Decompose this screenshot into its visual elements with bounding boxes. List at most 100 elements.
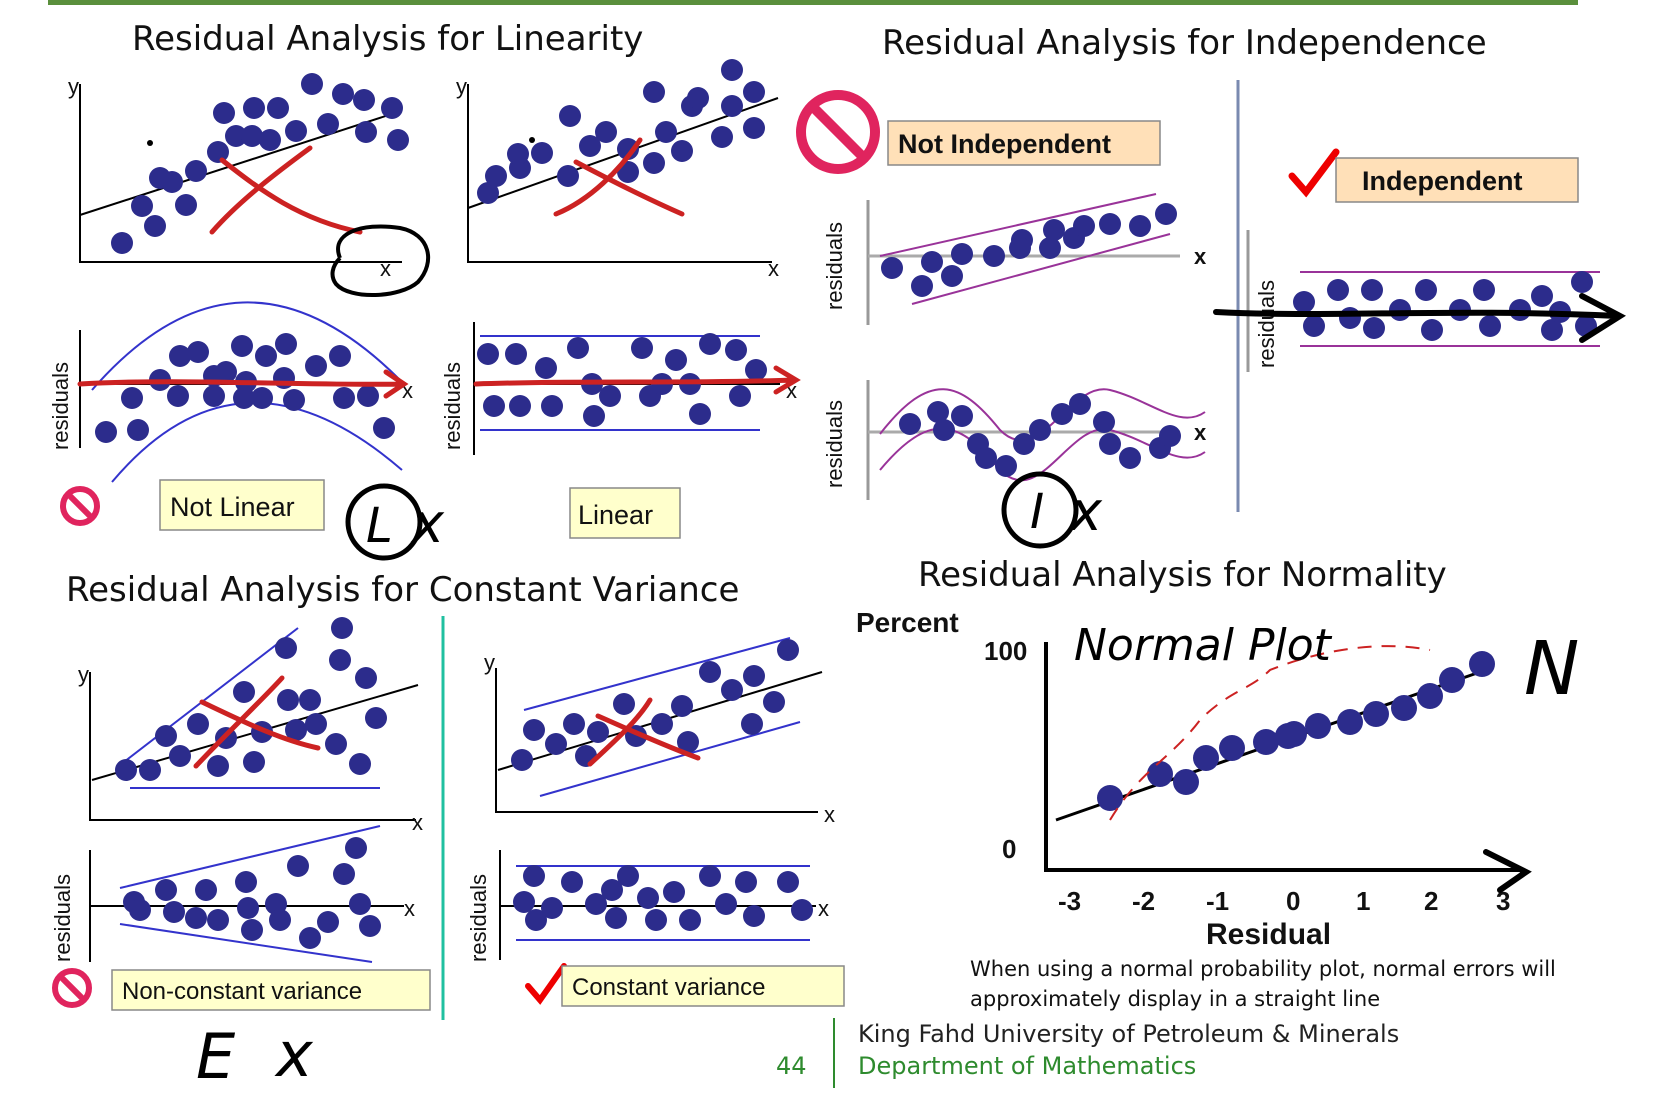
variance-residuals-band: residuals x [466,850,829,962]
data-dot [1531,285,1553,307]
data-dot [663,881,685,903]
data-dot [921,251,943,273]
data-dot [927,401,949,423]
data-dot [185,907,207,929]
data-dot [349,753,371,775]
data-dot [523,865,545,887]
no-sign-icon [52,968,92,1008]
data-dot [1099,213,1121,235]
data-dot [243,751,265,773]
data-dot [601,879,623,901]
data-dot [275,637,297,659]
data-dot [563,713,585,735]
data-dot [185,160,207,182]
constant-variance-panel: y x y x residuals x residual [50,616,845,1020]
data-dot [645,909,667,931]
data-dot [333,387,355,409]
handwritten-x: x [274,1018,314,1091]
no-sign-icon [60,486,100,526]
independence-panel: Not Independent residuals x residuals x [796,80,1600,512]
data-dot [144,215,166,237]
data-dot [1219,735,1245,761]
data-dot [1415,279,1437,301]
normality-ylabel: Percent [856,607,959,638]
data-dot [355,121,377,143]
data-dot [1119,447,1141,469]
data-dot [791,899,813,921]
data-dot [155,879,177,901]
red-arrow [473,365,801,395]
data-dot [899,413,921,435]
data-dot [169,745,191,767]
axis-x-label: x [412,810,423,835]
data-dot [531,142,553,164]
data-dot [507,143,529,165]
data-dot [1097,785,1123,811]
normality-axes [1044,642,1520,872]
data-dot [975,447,997,469]
data-dot [643,81,665,103]
data-dot [951,405,973,427]
data-dot [251,387,273,409]
red-x-mark [587,697,701,767]
xtick-label: -3 [1058,886,1081,916]
data-dot [1253,729,1279,755]
data-dot [287,855,309,877]
data-dot [1469,651,1495,677]
normality-ytick-100: 100 [984,636,1027,666]
data-dot [613,693,635,715]
data-dot [483,395,505,417]
data-dot [941,265,963,287]
data-dot [1073,215,1095,237]
data-dot [1339,307,1361,329]
data-dot [1275,723,1301,749]
data-dot [329,649,351,671]
axis-x-label: x [402,378,413,403]
variance-residuals-fan: residuals x [50,825,415,963]
red-x-mark [553,137,685,217]
data-dot [169,345,191,367]
xtick-label: -1 [1206,886,1229,916]
data-dot [995,455,1017,477]
data-dot [1439,667,1465,693]
data-dot [345,837,367,859]
data-dot [671,695,693,717]
independence-residuals-cyclic: residuals x [822,380,1207,500]
data-dot [235,871,257,893]
data-dot [513,891,535,913]
residuals-axis-label: residuals [1254,280,1279,368]
data-dot [583,405,605,427]
data-dot [139,759,161,781]
axis-x-label: x [824,802,835,827]
axis-x-label: x [380,256,391,281]
axis-x-label: x [818,896,829,921]
data-dot [567,337,589,359]
linearity-residuals-linear: residuals x [440,322,797,455]
data-dot [651,713,673,735]
data-dot [617,865,639,887]
data-dot [1389,299,1411,321]
data-dot [269,909,291,931]
data-dot [329,345,351,367]
data-dot [631,337,653,359]
handwritten-N: N [1524,626,1579,712]
data-dot [203,385,225,407]
data-dot [721,679,743,701]
data-dot [1421,319,1443,341]
data-dot [305,355,327,377]
data-dot [1479,315,1501,337]
data-dot [665,349,687,371]
data-dot [585,893,607,915]
data-dot [1193,745,1219,771]
tag-independent-label: Independent [1362,166,1523,196]
data-dot [541,897,563,919]
data-dot [213,102,235,124]
data-dot [285,120,307,142]
linearity-scatter-linear: y x [456,59,779,281]
handwritten-L: L [366,498,393,554]
data-dot [299,689,321,711]
data-dot [353,89,375,111]
data-dot [699,865,721,887]
linearity-scatter-curved: y x [68,73,409,281]
ink-circle [345,483,423,561]
